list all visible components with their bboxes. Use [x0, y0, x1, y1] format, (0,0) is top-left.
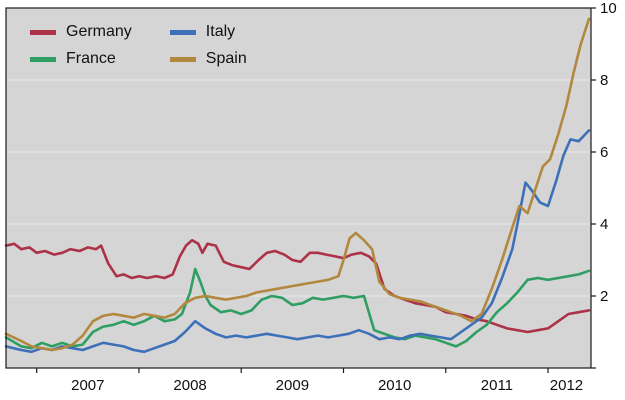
series-line-spain	[4, 17, 591, 352]
legend-label-italy: Italy	[205, 23, 236, 40]
legend-swatch-france	[30, 56, 56, 62]
legend-swatch-germany	[30, 29, 56, 35]
chart-legend: Germany Italy France Spain	[30, 24, 247, 67]
xtick-label-2008: 2008	[173, 377, 206, 394]
plot-border	[5, 7, 592, 369]
ytick-label-4: 4	[600, 216, 608, 233]
xtick-label-2011: 2011	[481, 377, 513, 394]
legend-swatch-spain	[169, 56, 196, 62]
xtick-label-2009: 2009	[276, 377, 309, 394]
legend-label-france: France	[66, 50, 116, 67]
legend-item-germany: Germany	[30, 24, 132, 40]
series-line-italy	[4, 129, 591, 354]
legend-item-italy: Italy	[169, 23, 247, 40]
legend-label-germany: Germany	[66, 23, 132, 40]
xtick-label-2012: 2012	[550, 377, 583, 394]
series-line-france	[4, 267, 591, 350]
legend-item-france: France	[30, 51, 132, 67]
ytick-label-10: 10	[600, 0, 617, 17]
legend-swatch-italy	[169, 29, 196, 35]
ytick-label-2: 2	[600, 288, 608, 305]
series-line-germany	[4, 238, 591, 334]
ytick-label-6: 6	[600, 144, 608, 161]
ytick-label-8: 8	[600, 72, 608, 89]
plot-area	[6, 8, 591, 368]
legend-item-spain: Spain	[169, 50, 247, 67]
xtick-label-2007: 2007	[71, 377, 104, 394]
xtick-label-2010: 2010	[378, 377, 411, 394]
legend-label-spain: Spain	[205, 50, 247, 67]
